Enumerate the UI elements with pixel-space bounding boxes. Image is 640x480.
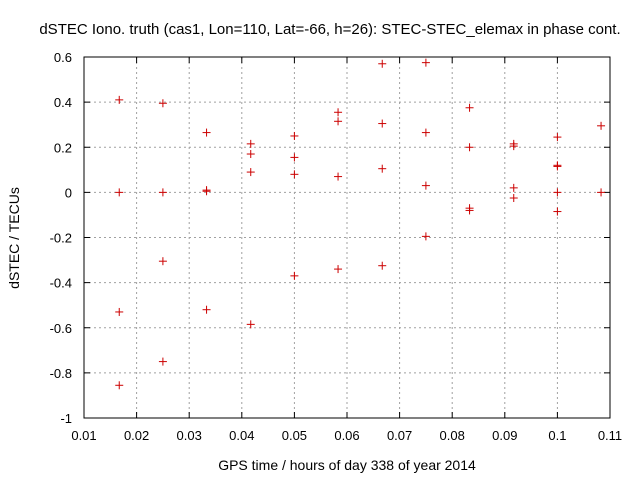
data-point — [553, 188, 562, 197]
data-point — [334, 117, 343, 126]
x-tick-label: 0.02 — [124, 428, 149, 443]
y-tick-label: -0.6 — [50, 321, 72, 336]
x-tick-label: 0.04 — [229, 428, 254, 443]
data-point — [597, 188, 606, 197]
tick-layer: 0.01 0.02 0.03 0.04 0.05 0.06 0.07 0.08 0.09 0.1 0… — [50, 50, 623, 443]
data-point — [290, 271, 299, 280]
data-point — [553, 162, 562, 171]
y-tick-label: -1 — [60, 411, 72, 426]
x-tick-label: 0.06 — [334, 428, 359, 443]
data-point — [553, 133, 562, 142]
data-point — [334, 265, 343, 274]
data-point — [378, 164, 387, 173]
data-point — [334, 172, 343, 181]
data-point — [378, 261, 387, 270]
x-tick-label: 0.01 — [71, 428, 96, 443]
data-point — [465, 143, 474, 152]
data-point — [421, 128, 430, 137]
grid-layer — [84, 57, 610, 418]
data-point — [246, 150, 255, 159]
data-point — [465, 103, 474, 112]
data-point — [509, 194, 518, 203]
data-point — [378, 59, 387, 68]
y-axis-label: dSTEC / TECUs — [6, 187, 22, 289]
data-point — [290, 153, 299, 162]
data-point — [115, 381, 124, 390]
chart-title: dSTEC Iono. truth (cas1, Lon=110, Lat=-6… — [39, 21, 620, 38]
data-point — [465, 206, 474, 215]
data-point — [202, 128, 211, 137]
data-point — [553, 207, 562, 216]
data-point — [246, 168, 255, 177]
data-point — [290, 131, 299, 140]
data-point — [509, 142, 518, 151]
data-point — [290, 170, 299, 179]
data-point — [246, 139, 255, 148]
data-point — [597, 121, 606, 130]
x-tick-label: 0.07 — [387, 428, 412, 443]
data-point — [246, 320, 255, 329]
y-tick-label: -0.2 — [50, 231, 72, 246]
x-tick-label: 0.1 — [548, 428, 566, 443]
data-point — [158, 357, 167, 366]
data-point — [158, 188, 167, 197]
data-point — [421, 232, 430, 241]
data-point — [509, 183, 518, 192]
data-point — [421, 58, 430, 67]
data-point — [115, 307, 124, 316]
data-point — [421, 181, 430, 190]
data-point — [158, 99, 167, 108]
x-tick-label: 0.08 — [440, 428, 465, 443]
y-tick-label: 0.4 — [54, 95, 72, 110]
x-tick-label: 0.09 — [492, 428, 517, 443]
data-point — [158, 257, 167, 266]
y-tick-label: 0.6 — [54, 50, 72, 65]
x-tick-label: 0.03 — [177, 428, 202, 443]
y-tick-label: -0.8 — [50, 366, 72, 381]
data-point — [378, 119, 387, 128]
y-tick-label: 0.2 — [54, 140, 72, 155]
data-point — [202, 305, 211, 314]
data-point — [334, 108, 343, 117]
data-point — [115, 188, 124, 197]
data-point — [115, 95, 124, 104]
x-tick-label: 0.05 — [282, 428, 307, 443]
y-tick-label: -0.4 — [50, 276, 72, 291]
x-axis-label: GPS time / hours of day 338 of year 2014 — [218, 457, 476, 473]
y-tick-label: 0 — [65, 185, 72, 200]
data-point — [202, 187, 211, 196]
data-points — [115, 58, 606, 390]
x-tick-label: 0.11 — [598, 428, 622, 443]
